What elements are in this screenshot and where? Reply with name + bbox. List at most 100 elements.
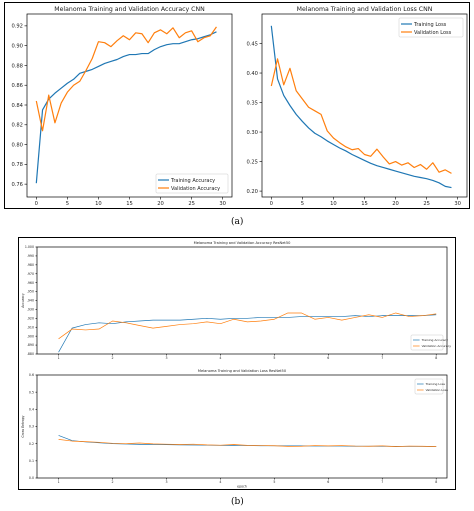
chart-title: Melanoma Training and Validation Accurac…	[54, 6, 205, 13]
y-tick-label: 0.35	[246, 100, 258, 106]
y-tick-label: 0.88	[11, 63, 23, 69]
y-tick-label: 0.76	[11, 182, 23, 188]
x-tick-label: 5	[273, 480, 275, 484]
x-tick-label: 30	[454, 201, 461, 207]
training-loss-line	[270, 25, 452, 189]
plot-area	[36, 246, 448, 355]
x-tick-label: 3	[165, 356, 167, 360]
x-tick-label: 2	[112, 480, 114, 484]
x-tick-label: 5	[301, 201, 304, 207]
cnn-accuracy-chart: Melanoma Training and Validation Accurac…	[11, 6, 233, 207]
x-tick-label: 8	[435, 480, 437, 484]
x-tick-label: 4	[219, 480, 221, 484]
x-tick-label: 5	[66, 201, 69, 207]
y-tick-label: .980	[27, 263, 34, 267]
validation-loss-line	[58, 439, 437, 447]
y-tick-label: .880	[27, 352, 34, 356]
y-tick-label: .970	[27, 272, 34, 276]
y-tick-label: 0.4	[29, 407, 34, 411]
legend-label: Training Accuracy	[421, 338, 449, 342]
y-tick-label: 0.25	[246, 159, 258, 165]
y-tick-label: 0.82	[11, 123, 23, 129]
legend-label: Training Accuracy	[170, 178, 215, 184]
y-tick-label: 0.20	[246, 189, 258, 195]
y-axis-label: Accuracy	[21, 293, 25, 308]
y-tick-label: .910	[27, 325, 34, 329]
legend: Training Loss Validation Loss	[398, 17, 464, 38]
x-tick-label: 6	[327, 480, 329, 484]
y-tick-label: .920	[27, 316, 34, 320]
x-tick-label: 5	[273, 356, 275, 360]
y-tick-label: 0.0	[29, 476, 34, 480]
x-tick-label: 15	[126, 201, 133, 207]
y-tick-label: .900	[27, 334, 34, 338]
training-accuracy-line	[35, 31, 217, 184]
plot-area	[36, 374, 448, 479]
y-tick-label: 0.90	[11, 43, 23, 49]
legend-label: Validation Loss	[414, 30, 452, 36]
y-tick-label: 0.84	[11, 103, 23, 109]
panel-label-a: (a)	[231, 217, 244, 227]
y-tick-label: .990	[27, 254, 34, 258]
y-tick-label: .950	[27, 290, 34, 294]
x-tick-label: 1	[58, 356, 60, 360]
x-tick-label: 2	[112, 356, 114, 360]
x-tick-label: 7	[381, 356, 383, 360]
x-tick-label: 15	[361, 201, 368, 207]
y-tick-label: .930	[27, 308, 34, 312]
y-tick-label: 1.000	[25, 245, 34, 249]
x-tick-label: 20	[157, 201, 164, 207]
x-tick-label: 6	[327, 356, 329, 360]
x-tick-label: 1	[58, 480, 60, 484]
x-tick-label: 10	[95, 201, 102, 207]
y-tick-label: .890	[27, 343, 34, 347]
cnn-loss-chart: Melanoma Training and Validation Loss CN…	[246, 6, 468, 207]
legend-label: Validation Loss	[426, 388, 449, 392]
chart-title: Melanoma Training and Validation Loss CN…	[297, 6, 433, 13]
validation-accuracy-line	[58, 312, 437, 340]
y-tick-label: 0.6	[29, 373, 34, 377]
y-tick-label: 0.3	[29, 425, 34, 429]
x-tick-label: 7	[381, 480, 383, 484]
x-tick-label: 4	[219, 356, 221, 360]
legend-label: Validation Accuracy	[422, 344, 452, 348]
legend: Training Accuracy Validation Accuracy	[410, 334, 452, 351]
y-tick-label: 0.78	[11, 162, 23, 168]
legend: Training Accuracy Validation Accuracy	[155, 173, 229, 194]
y-tick-label: 0.2	[29, 442, 34, 446]
x-tick-label: 3	[165, 480, 167, 484]
legend-box	[155, 173, 229, 194]
legend: Training Loss Validation Loss	[414, 378, 449, 395]
x-tick-label: 30	[219, 201, 226, 207]
x-tick-label: 20	[392, 201, 399, 207]
x-tick-label: 0	[35, 201, 38, 207]
panel-label-b: (b)	[231, 497, 244, 507]
x-axis-label: epoch	[237, 484, 247, 488]
validation-accuracy-line	[35, 26, 217, 132]
x-tick-label: 25	[423, 201, 430, 207]
x-tick-label: 0	[270, 201, 273, 207]
y-tick-label: 0.45	[246, 41, 258, 47]
plot-area	[261, 13, 468, 198]
y-tick-label: 0.86	[11, 83, 23, 89]
x-tick-label: 8	[435, 356, 437, 360]
legend-label: Training Loss	[413, 22, 447, 28]
y-tick-label: 0.1	[29, 459, 34, 463]
y-tick-label: 0.80	[11, 142, 23, 148]
legend-label: Training Loss	[425, 382, 446, 386]
x-tick-label: 25	[188, 201, 195, 207]
y-tick-label: 0.30	[246, 130, 258, 136]
resnet-accuracy-chart: Melanoma Training and Validation Accurac…	[21, 241, 451, 360]
y-tick-label: 0.5	[29, 390, 34, 394]
x-tick-label: 10	[330, 201, 337, 207]
legend-label: Validation Accuracy	[171, 186, 220, 192]
y-tick-label: 0.40	[246, 71, 258, 77]
chart-title: Melanoma Training and Validation Accurac…	[194, 241, 292, 245]
y-tick-label: 0.92	[11, 24, 23, 30]
chart-title: Melanoma Training and Validation Loss Re…	[198, 369, 287, 373]
plot-area	[26, 13, 233, 198]
y-tick-label: .960	[27, 281, 34, 285]
y-axis-label: Cross Entropy	[21, 415, 25, 437]
validation-loss-line	[270, 58, 452, 174]
legend-box	[398, 17, 464, 38]
